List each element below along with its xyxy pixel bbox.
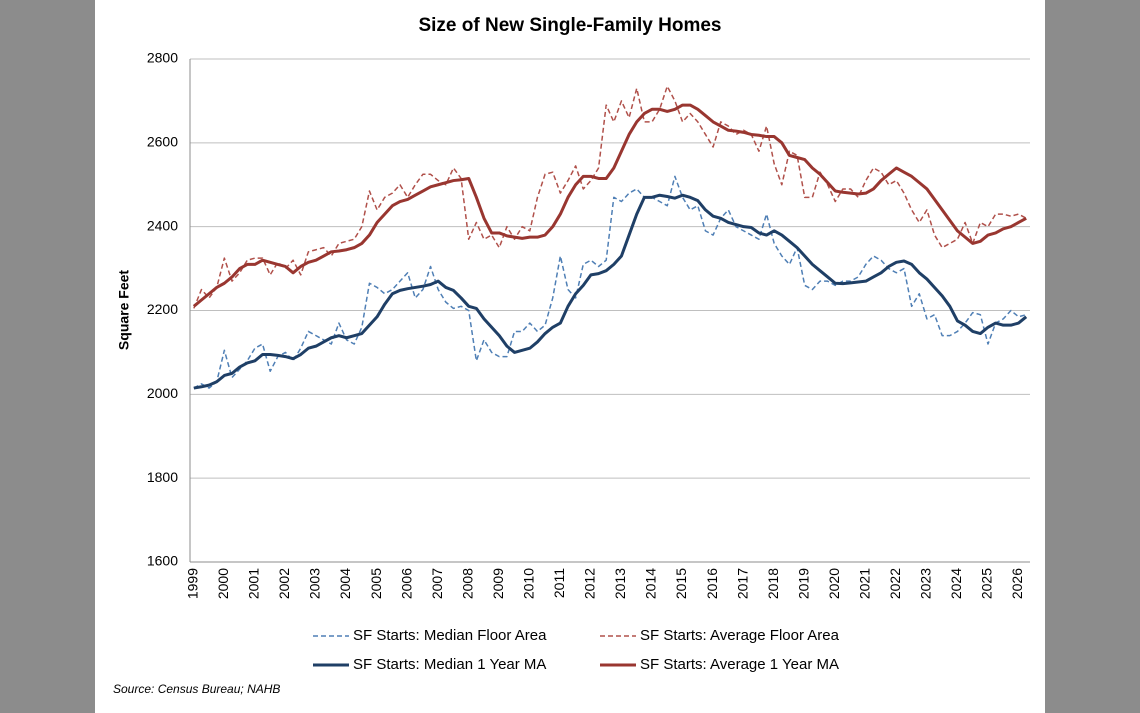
source-note: Source: Census Bureau; NAHB [113, 682, 280, 696]
x-tick-label: 2007 [429, 568, 445, 599]
legend-label: SF Starts: Median Floor Area [353, 627, 547, 644]
x-tick-label: 2020 [826, 568, 842, 599]
legend-label: SF Starts: Average Floor Area [640, 627, 840, 644]
x-tick-label: 2016 [704, 568, 720, 599]
legend-label: SF Starts: Average 1 Year MA [640, 656, 839, 673]
legend-label: SF Starts: Median 1 Year MA [353, 656, 546, 673]
background-left [0, 0, 95, 713]
x-tick-label: 2005 [368, 568, 384, 599]
x-tick-label: 2023 [918, 568, 934, 599]
x-tick-label: 2025 [979, 568, 995, 599]
x-tick-label: 2015 [673, 568, 689, 599]
x-tick-label: 2014 [643, 568, 659, 599]
y-tick-label: 2400 [147, 217, 178, 233]
x-tick-label: 2011 [551, 568, 567, 598]
y-tick-label: 2800 [147, 50, 178, 66]
x-tick-label: 2012 [582, 568, 598, 599]
background-right [1045, 0, 1140, 713]
x-tick-label: 2001 [246, 568, 262, 599]
series-line [192, 103, 1027, 308]
x-tick-label: 2013 [612, 568, 628, 599]
series-line [193, 85, 1027, 309]
chart-area [95, 0, 1045, 713]
x-tick-label: 2024 [948, 568, 964, 599]
x-tick-label: 2010 [521, 568, 537, 599]
y-tick-label: 2200 [147, 301, 178, 317]
x-tick-label: 2006 [398, 568, 414, 599]
chart-title: Size of New Single-Family Homes [418, 15, 721, 36]
x-tick-label: 2026 [1009, 568, 1025, 599]
y-tick-label: 1800 [147, 469, 178, 485]
y-axis-label: Square Feet [116, 270, 132, 350]
x-tick-label: 2002 [276, 568, 292, 599]
y-tick-label: 1600 [147, 553, 178, 569]
y-tick-label: 2600 [147, 134, 178, 150]
x-tick-label: 2004 [337, 568, 353, 599]
y-tick-label: 2000 [147, 385, 178, 401]
x-tick-label: 2017 [734, 568, 750, 599]
x-tick-label: 2009 [490, 568, 506, 599]
x-tick-label: 2003 [307, 568, 323, 599]
x-tick-label: 2021 [857, 568, 873, 599]
x-tick-label: 2000 [215, 568, 231, 599]
x-tick-label: 2019 [795, 568, 811, 599]
series-line [193, 193, 1028, 390]
x-tick-label: 2018 [765, 568, 781, 599]
x-tick-label: 1999 [185, 568, 201, 599]
x-tick-label: 2022 [887, 568, 903, 599]
x-tick-label: 2008 [459, 568, 475, 599]
